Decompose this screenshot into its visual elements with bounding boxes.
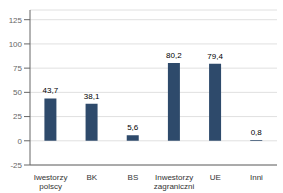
svg-text:0,8: 0,8 xyxy=(251,128,263,137)
svg-text:25: 25 xyxy=(13,112,22,121)
svg-text:Inni: Inni xyxy=(250,173,263,182)
svg-text:-25: -25 xyxy=(10,161,22,170)
svg-text:50: 50 xyxy=(13,88,22,97)
svg-text:Iwestorzypolscy: Iwestorzypolscy xyxy=(34,173,68,191)
svg-text:43,7: 43,7 xyxy=(43,86,59,95)
svg-text:100: 100 xyxy=(9,40,23,49)
svg-text:125: 125 xyxy=(9,16,23,25)
svg-text:75: 75 xyxy=(13,64,22,73)
svg-text:79,4: 79,4 xyxy=(207,52,223,61)
svg-text:BK: BK xyxy=(86,173,97,182)
svg-text:UE: UE xyxy=(210,173,221,182)
svg-text:5,6: 5,6 xyxy=(127,123,139,132)
svg-text:BS: BS xyxy=(128,173,139,182)
svg-text:Inwestorzyzagraniczni: Inwestorzyzagraniczni xyxy=(154,173,195,191)
svg-text:0: 0 xyxy=(18,137,23,146)
svg-text:80,2: 80,2 xyxy=(166,51,182,60)
svg-text:38,1: 38,1 xyxy=(84,92,100,101)
